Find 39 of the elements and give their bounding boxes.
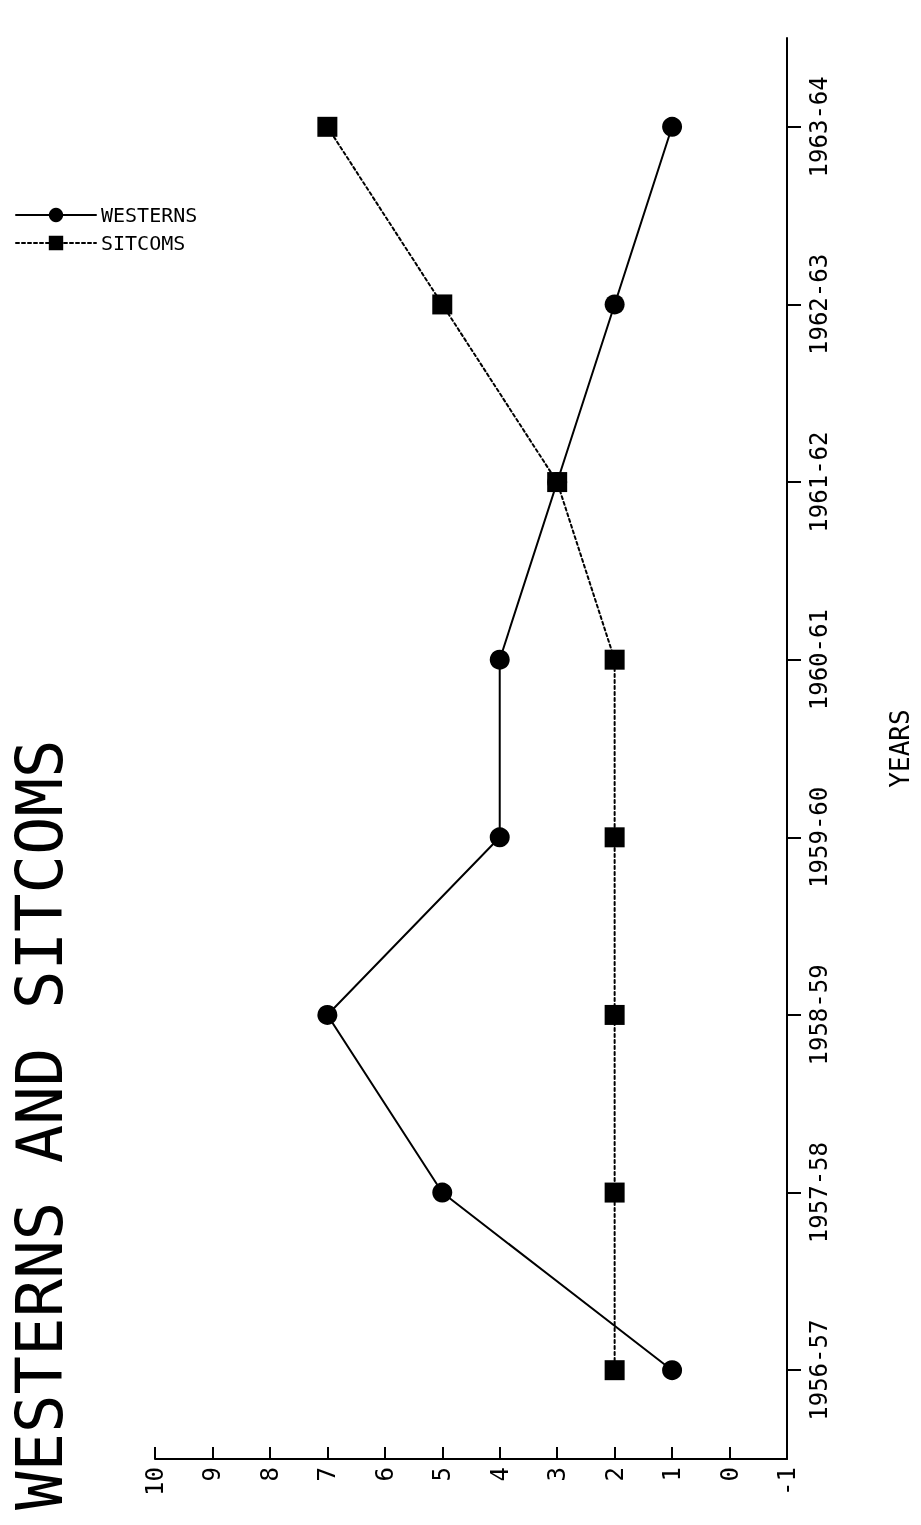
y-tick-label: 1958-59	[805, 964, 833, 1066]
x-tick-label: 5	[428, 1467, 457, 1482]
point	[317, 116, 338, 137]
y-axis-title: YEARS	[885, 709, 915, 788]
point	[662, 1360, 683, 1381]
x-tick-label: 3	[543, 1467, 572, 1482]
point	[604, 1004, 625, 1025]
y-tick-label: 1960-61	[805, 609, 833, 711]
y-tick-label: 1963-64	[805, 76, 833, 178]
point	[604, 649, 625, 670]
point	[604, 1182, 625, 1203]
y-tick-label: 1959-60	[805, 786, 833, 888]
point	[604, 827, 625, 848]
point	[547, 472, 568, 493]
legend-label: WESTERNS	[101, 203, 198, 227]
x-tick-label: -1	[773, 1467, 801, 1496]
point	[604, 1360, 625, 1381]
x-tick-label: 0	[715, 1467, 744, 1482]
point	[604, 294, 625, 315]
point	[489, 649, 510, 670]
x-tick-label: 4	[485, 1467, 514, 1482]
x-tick-label: 1	[658, 1467, 687, 1482]
point	[317, 1004, 338, 1025]
x-tick-label: 6	[370, 1467, 399, 1482]
y-tick-label: 1961-62	[805, 431, 833, 533]
y-tick-label: 1962-63	[805, 253, 833, 356]
x-tick-label: 2	[600, 1467, 629, 1482]
x-tick-label: 7	[313, 1467, 342, 1482]
point	[432, 294, 453, 315]
y-tick-label: 1956-57	[805, 1319, 833, 1421]
text: WESTERNS AND SITCOMS	[3, 739, 77, 1510]
point	[662, 116, 683, 137]
y-tick-label: 1957-58	[805, 1141, 833, 1244]
x-tick-label: 8	[255, 1467, 284, 1482]
legend-label: SITCOMS	[101, 231, 186, 255]
x-tick-label: 9	[198, 1467, 227, 1482]
point	[432, 1182, 453, 1203]
x-tick-label: 10	[141, 1467, 169, 1496]
point	[489, 827, 510, 848]
